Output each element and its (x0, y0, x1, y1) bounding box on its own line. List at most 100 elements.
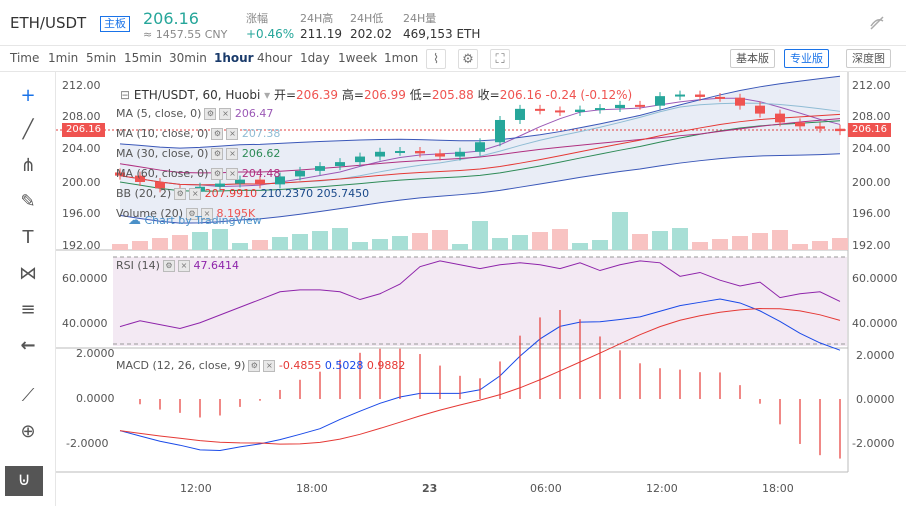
time-tick: 06:00 (530, 482, 562, 495)
rsi-tick-left: 60.0000 (62, 272, 108, 285)
volume-bar (492, 238, 508, 250)
brush-icon[interactable]: ✎ (20, 191, 36, 212)
chart-area[interactable]: ⊟ ETH/USDT, 60, Huobi ▾ 开=206.39 高=206.9… (56, 72, 906, 506)
depth-chart-button[interactable]: 深度图 (846, 49, 891, 68)
basic-version-button[interactable]: 基本版 (730, 49, 775, 68)
candle-body (535, 108, 545, 111)
symbol-dropdown-icon[interactable]: ▾ (264, 88, 271, 102)
volume-bar (312, 231, 328, 250)
macd-legend[interactable]: MACD (12, 26, close, 9) ⚙ × -0.4855 0.5028… (116, 359, 406, 372)
volume-bar (352, 242, 368, 250)
open-value: 206.39 (296, 88, 339, 102)
macd-tick-left: 0.0000 (76, 392, 115, 405)
candle-body (495, 119, 505, 143)
volume-bar (272, 237, 288, 250)
fib-icon[interactable]: ≡ (20, 299, 36, 320)
interval-1day[interactable]: 1day (300, 51, 330, 65)
volume-bar (392, 236, 408, 250)
candle-body (615, 104, 625, 109)
candle-body (375, 151, 385, 157)
stat-label-high: 24H高 (300, 12, 334, 25)
price-tick-left: 200.00 (62, 176, 101, 189)
pattern-icon[interactable]: ⋈ (19, 263, 37, 284)
pair-name[interactable]: ETH/USDT (10, 14, 87, 32)
fullscreen-icon[interactable]: ⛶ (490, 49, 510, 69)
time-tick: 23 (422, 482, 438, 495)
legend-collapse-icon[interactable]: ⊟ (120, 88, 131, 102)
pitchfork-icon[interactable]: ⋔ (20, 155, 36, 176)
volume-legend[interactable]: Volume (20) ⚙ × 8.195K (116, 207, 256, 220)
settings-icon: ⚙ (174, 188, 187, 200)
candle-body (755, 105, 765, 114)
stat-value-volume: 469,153 ETH (403, 27, 481, 41)
back-arrow-icon[interactable]: ← (20, 335, 36, 356)
hide-chart-icon[interactable] (868, 14, 886, 32)
candle-body (155, 181, 165, 189)
interval-5min[interactable]: 5min (86, 51, 117, 65)
settings-icon: ⚙ (248, 360, 261, 372)
candle-body (395, 150, 405, 153)
volume-bar (512, 235, 528, 250)
interval-15min[interactable]: 15min (124, 51, 162, 65)
candle-body (455, 151, 465, 157)
bb-legend[interactable]: BB (20, 2) ⚙ × 207.9910 210.2370 205.7450 (116, 187, 370, 200)
settings-icon: ⚙ (211, 168, 224, 180)
volume-bar (732, 236, 748, 250)
chart-type-icon[interactable]: ⌇ (426, 49, 446, 69)
ma30-legend[interactable]: MA (30, close, 0) ⚙ × 206.62 (116, 147, 281, 160)
volume-bar (112, 244, 128, 250)
crosshair-icon[interactable]: + (20, 85, 36, 106)
cloud-icon: ☁ (128, 213, 141, 228)
candle-body (575, 109, 585, 113)
candle-body (355, 156, 365, 163)
time-tick: 12:00 (180, 482, 212, 495)
magnet-icon[interactable]: ⊍ (5, 466, 43, 496)
settings-icon: ⚙ (162, 260, 175, 272)
volume-bar (172, 235, 188, 250)
text-icon[interactable]: T (22, 227, 34, 248)
change-value: -0.24 (-0.12%) (545, 88, 633, 102)
close-icon: × (189, 188, 202, 200)
macd-tick: 0.0000 (856, 393, 895, 406)
ohlc-symbol[interactable]: ETH/USDT, 60, Huobi (133, 88, 261, 102)
interval-1hour[interactable]: 1hour (214, 51, 254, 65)
zoom-in-icon[interactable]: ⊕ (20, 421, 36, 442)
interval-1mon[interactable]: 1mon (384, 51, 419, 65)
settings-icon: ⚙ (211, 148, 224, 160)
close-icon: × (226, 128, 239, 140)
interval-4hour[interactable]: 4hour (257, 51, 293, 65)
ruler-icon[interactable]: ⟋ (21, 385, 35, 406)
candle-body (555, 110, 565, 113)
trend-line-icon[interactable]: ╱ (22, 119, 34, 140)
candle-body (235, 179, 245, 184)
candle-body (655, 96, 665, 106)
candle-body (215, 183, 225, 187)
pro-version-button[interactable]: 专业版 (784, 49, 829, 68)
ma5-legend[interactable]: MA (5, close, 0) ⚙ × 206.47 (116, 107, 274, 120)
candle-body (415, 150, 425, 154)
macd-tick-left: -2.0000 (66, 437, 109, 450)
volume-bar (212, 229, 228, 250)
close-icon: × (201, 208, 213, 220)
price-tick-left: 212.00 (62, 79, 101, 92)
volume-bar (372, 239, 388, 250)
interval-30min[interactable]: 30min (169, 51, 207, 65)
ma10-legend[interactable]: MA (10, close, 0) ⚙ × 207.38 (116, 127, 281, 140)
volume-bar (572, 243, 588, 250)
rsi-tick: 60.0000 (852, 272, 898, 285)
price-tick: 196.00 (852, 207, 891, 220)
interval-time[interactable]: Time (10, 51, 40, 65)
candle-body (315, 166, 325, 171)
high-label: 高= (341, 88, 364, 102)
rsi-tick-left: 40.0000 (62, 317, 108, 330)
interval-1week[interactable]: 1week (338, 51, 378, 65)
settings-icon[interactable]: ⚙ (458, 49, 478, 69)
ma60-legend[interactable]: MA (60, close, 0) ⚙ × 204.48 (116, 167, 281, 180)
candle-body (735, 97, 745, 106)
rsi-legend[interactable]: RSI (14) ⚙ × 47.6414 (116, 259, 239, 272)
interval-1min[interactable]: 1min (48, 51, 79, 65)
volume-bar (832, 238, 848, 250)
price-tick: 212.00 (852, 79, 891, 92)
interval-toolbar: Time 1min 5min 15min 30min 1hour 4hour 1… (0, 46, 906, 72)
candle-body (435, 153, 445, 157)
